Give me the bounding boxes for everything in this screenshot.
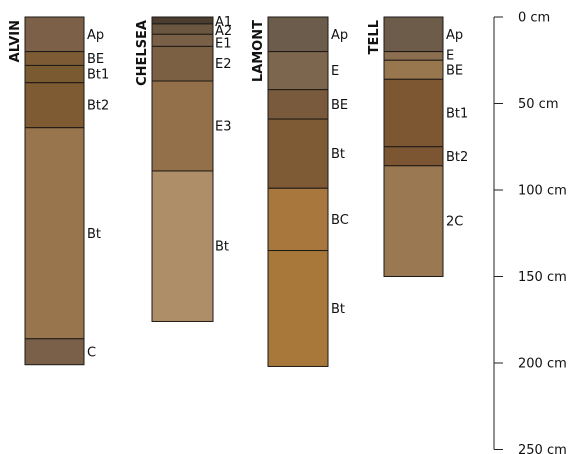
horizon-label-bt1: Bt1 xyxy=(87,68,109,83)
depth-tick-label: 250 cm xyxy=(518,443,567,454)
horizon-label-be: BE xyxy=(331,98,348,113)
horizon-label-bt: Bt xyxy=(331,302,345,317)
horizon-bt xyxy=(267,250,329,367)
horizon-be xyxy=(267,89,329,120)
horizon-e2 xyxy=(151,45,214,82)
horizon-e xyxy=(267,51,329,91)
horizon-label-bc: BC xyxy=(331,213,349,228)
horizon-c xyxy=(24,338,85,366)
horizon-label-ap: Ap xyxy=(446,28,463,43)
horizon-label-e2: E2 xyxy=(215,57,232,72)
horizon-label-ap: Ap xyxy=(331,28,348,43)
depth-tick-label: 150 cm xyxy=(518,270,567,285)
profile-name-label: CHELSEA xyxy=(135,20,150,86)
soil-profile-lamont: Ap E BE Bt BC Bt LAMONT xyxy=(251,16,349,367)
horizon-e xyxy=(383,51,444,61)
horizon-be xyxy=(24,51,85,66)
horizon-a1 xyxy=(151,16,214,25)
horizon-bt2 xyxy=(24,82,85,129)
horizon-a2 xyxy=(151,23,214,35)
horizon-label-bt2: Bt2 xyxy=(446,150,468,165)
horizon-label-e3: E3 xyxy=(215,119,232,134)
horizon-label-bt: Bt xyxy=(215,240,229,255)
horizon-ap xyxy=(24,16,85,53)
horizon-label-e: E xyxy=(446,49,454,64)
depth-tick-label: 50 cm xyxy=(518,97,559,112)
horizon-ap xyxy=(267,16,329,53)
horizon-be xyxy=(383,59,444,80)
horizon-label-a2: A2 xyxy=(215,24,232,39)
horizon-bt xyxy=(151,170,214,322)
horizon-bt2 xyxy=(383,146,444,167)
horizon-label-e: E xyxy=(331,64,339,79)
horizon-e1 xyxy=(151,33,214,47)
horizon-ap xyxy=(383,16,444,53)
horizon-bc xyxy=(267,187,329,252)
horizon-bt xyxy=(267,118,329,189)
horizon-label-2c: 2C xyxy=(446,215,463,230)
depth-tick-label: 0 cm xyxy=(518,11,550,26)
horizon-label-be: BE xyxy=(446,63,463,78)
horizon-label-bt2: Bt2 xyxy=(87,99,109,114)
profile-name-label: LAMONT xyxy=(251,20,266,82)
horizon-label-bt: Bt xyxy=(87,227,101,242)
horizon-2c xyxy=(383,165,444,277)
depth-scale: 0 cm 50 cm 100 cm 150 cm 200 cm 250 cm xyxy=(493,11,567,454)
horizon-label-a1: A1 xyxy=(215,15,232,30)
soil-profile-tell: Ap EBE Bt1 Bt2 2C TELL xyxy=(367,16,468,277)
horizon-label-bt: Bt xyxy=(331,147,345,162)
horizon-bt1 xyxy=(24,64,85,84)
horizon-label-c: C xyxy=(87,345,96,360)
depth-tick-label: 100 cm xyxy=(518,184,567,199)
horizon-bt1 xyxy=(383,78,444,148)
profile-name-label: TELL xyxy=(367,20,382,54)
depth-tick-label: 200 cm xyxy=(518,357,567,372)
horizon-label-ap: Ap xyxy=(87,28,104,43)
profile-name-label: ALVIN xyxy=(8,20,23,62)
horizon-bt xyxy=(24,127,85,340)
horizon-e3 xyxy=(151,80,214,172)
horizon-label-bt1: Bt1 xyxy=(446,107,468,122)
horizon-label-e1: E1 xyxy=(215,36,232,51)
horizon-label-be: BE xyxy=(87,52,104,67)
